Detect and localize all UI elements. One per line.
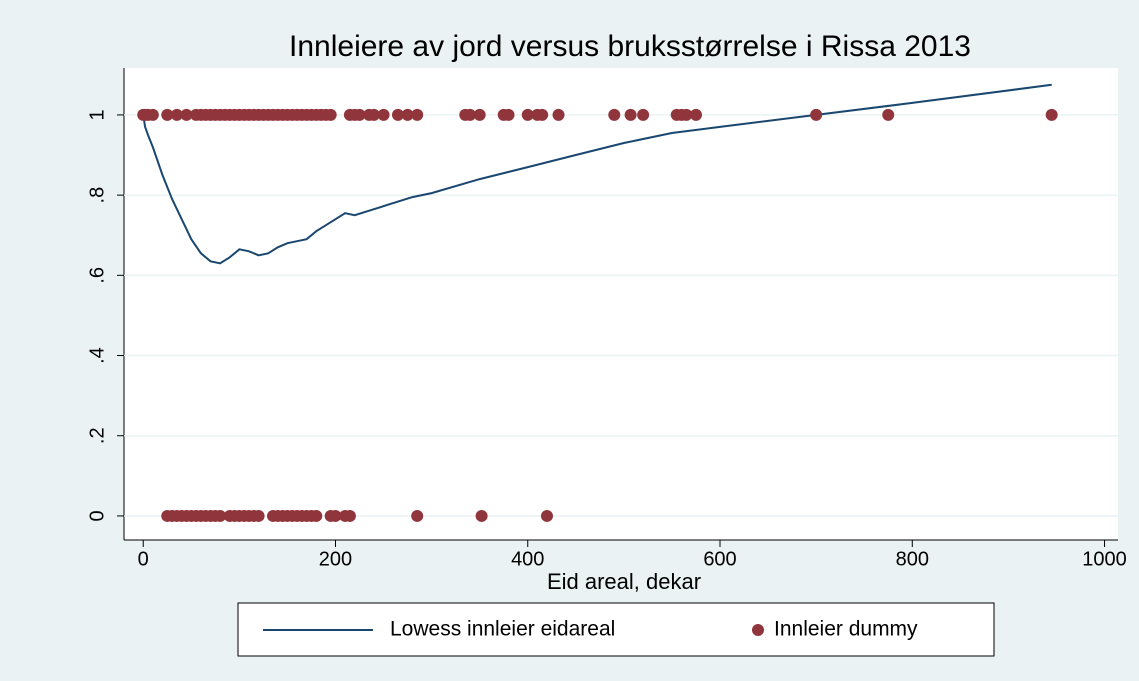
scatter-point	[810, 108, 823, 121]
x-tick-label: 0	[138, 548, 149, 570]
scatter-point	[552, 108, 565, 121]
scatter-point	[170, 108, 183, 121]
scatter-point	[214, 509, 227, 522]
scatter-point	[146, 108, 159, 121]
scatter-point	[329, 509, 342, 522]
scatter-point	[882, 108, 895, 121]
legend-label: Lowess innleier eidareal	[390, 618, 615, 641]
y-tick-label: 1	[86, 109, 108, 120]
scatter-point	[411, 509, 424, 522]
scatter-point	[324, 108, 337, 121]
y-tick-label: .8	[86, 187, 108, 204]
scatter-point	[367, 108, 380, 121]
x-tick-label: 400	[511, 548, 544, 570]
scatter-point	[1045, 108, 1058, 121]
scatter-point	[689, 108, 702, 121]
scatter-point	[180, 108, 193, 121]
scatter-point	[475, 509, 488, 522]
x-tick-label: 800	[896, 548, 929, 570]
scatter-point	[353, 108, 366, 121]
scatter-point	[377, 108, 390, 121]
scatter-point	[473, 108, 486, 121]
y-tick-label: 0	[86, 510, 108, 521]
scatter-point	[536, 108, 549, 121]
x-axis-label: Eid areal, dekar	[547, 569, 701, 594]
x-tick-label: 600	[703, 548, 736, 570]
scatter-point	[680, 108, 693, 121]
scatter-point	[310, 509, 323, 522]
scatter-point	[637, 108, 650, 121]
scatter-point	[464, 108, 477, 121]
scatter-point	[608, 108, 621, 121]
scatter-point	[161, 108, 174, 121]
scatter-point	[540, 509, 553, 522]
scatter-point	[502, 108, 515, 121]
scatter-point	[401, 108, 414, 121]
lowess-line	[142, 83, 1052, 265]
scatter-point	[411, 108, 424, 121]
y-tick-label: .2	[86, 427, 108, 444]
plot-region	[124, 68, 1118, 540]
chart-title: Innleiere av jord versus bruksstørrelse …	[289, 30, 971, 63]
x-tick-label: 200	[319, 548, 352, 570]
scatter-point	[391, 108, 404, 121]
x-tick-label: 1000	[1082, 548, 1127, 570]
scatter-point	[252, 509, 265, 522]
legend-swatch	[752, 624, 764, 636]
scatter-point	[521, 108, 534, 121]
scatter-point	[624, 108, 637, 121]
legend-label: Innleier dummy	[774, 618, 918, 641]
y-tick-label: .4	[86, 347, 108, 364]
scatter-point	[343, 509, 356, 522]
y-tick-label: .6	[86, 267, 108, 284]
